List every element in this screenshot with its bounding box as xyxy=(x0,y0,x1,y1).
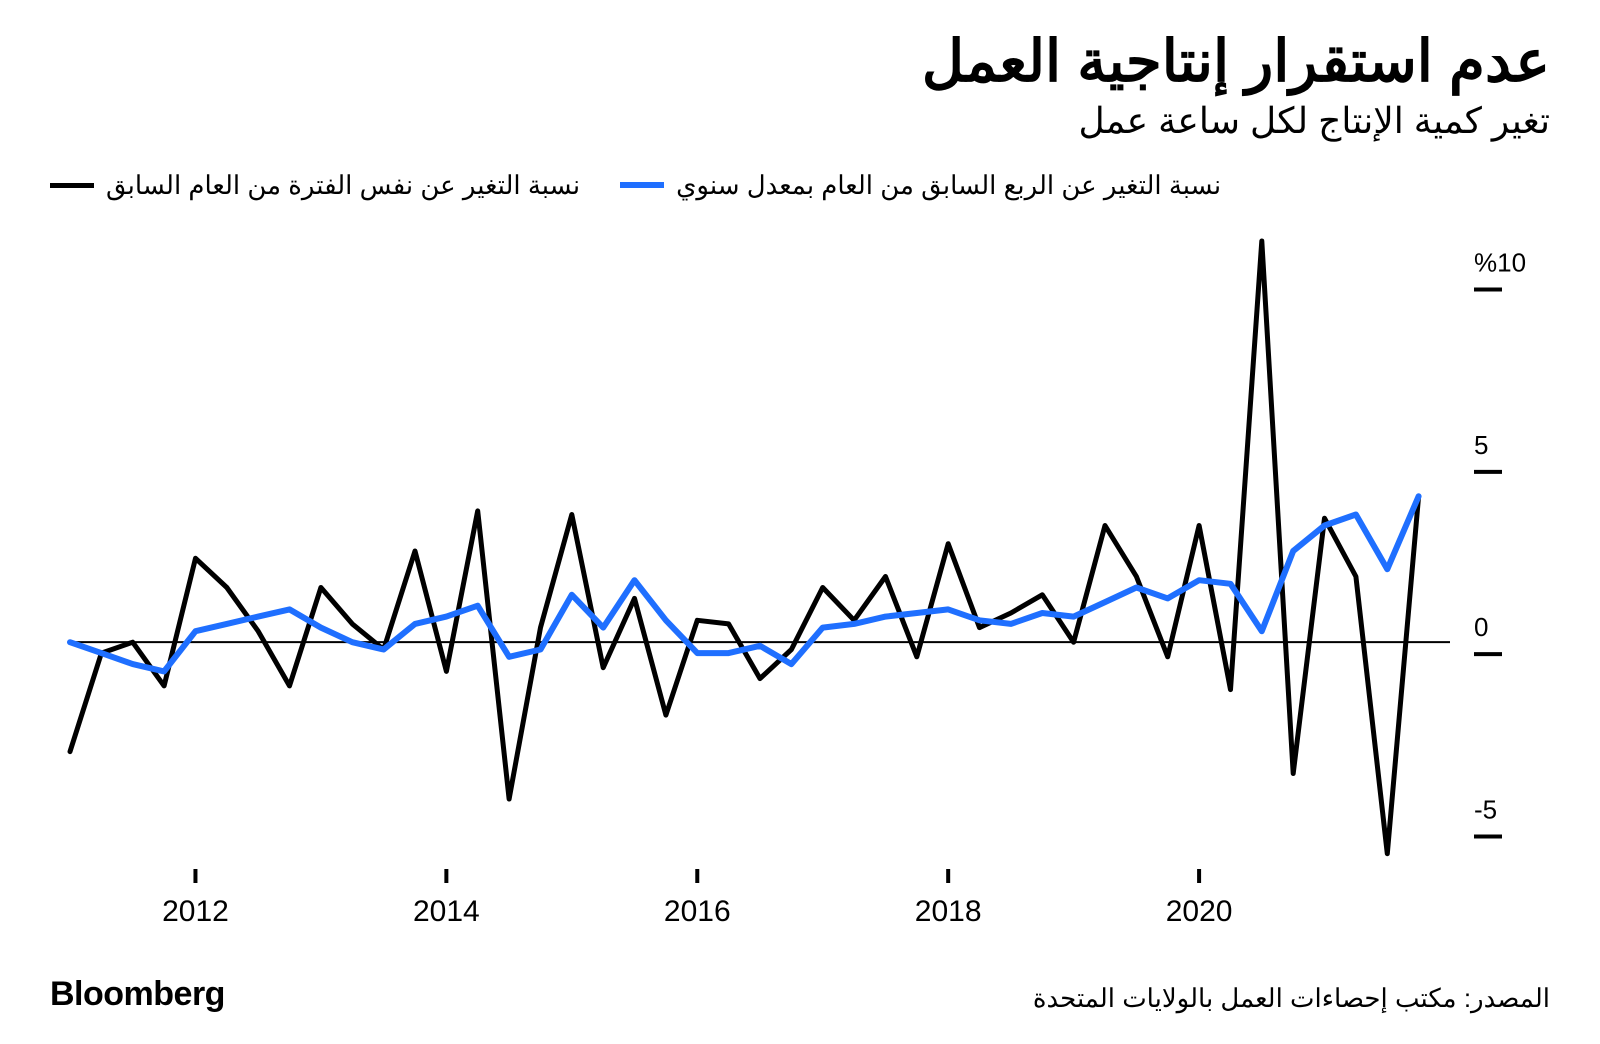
legend-item-qoq: نسبة التغير عن الربع السابق من العام بمع… xyxy=(620,170,1221,201)
svg-text:2016: 2016 xyxy=(664,895,731,928)
legend-swatch-qoq xyxy=(620,182,664,188)
chart-subtitle: تغير كمية الإنتاج لكل ساعة عمل xyxy=(50,100,1550,142)
legend-swatch-yoy xyxy=(50,183,94,188)
chart-title: عدم استقرار إنتاجية العمل xyxy=(50,30,1550,94)
svg-text:0: 0 xyxy=(1474,612,1488,642)
legend-item-yoy: نسبة التغير عن نفس الفترة من العام الساب… xyxy=(50,170,580,201)
brand-logo: Bloomberg xyxy=(50,975,225,1014)
line-chart-svg: -5 0 5 %10 2012 2014 2016 2018 2020 xyxy=(50,211,1550,931)
source-text: المصدر: مكتب إحصاءات العمل بالولايات الم… xyxy=(1033,983,1550,1014)
svg-text:2020: 2020 xyxy=(1166,895,1233,928)
legend-label-yoy: نسبة التغير عن نفس الفترة من العام الساب… xyxy=(106,170,580,201)
legend-label-qoq: نسبة التغير عن الربع السابق من العام بمع… xyxy=(676,170,1221,201)
svg-text:2014: 2014 xyxy=(413,895,480,928)
svg-text:5: 5 xyxy=(1474,430,1488,460)
svg-text:2012: 2012 xyxy=(162,895,229,928)
chart-area: -5 0 5 %10 2012 2014 2016 2018 2020 xyxy=(50,211,1550,936)
svg-text:-5: -5 xyxy=(1474,794,1497,824)
svg-text:%10: %10 xyxy=(1474,247,1526,277)
svg-text:2018: 2018 xyxy=(915,895,982,928)
legend: نسبة التغير عن نفس الفترة من العام الساب… xyxy=(50,170,1550,201)
